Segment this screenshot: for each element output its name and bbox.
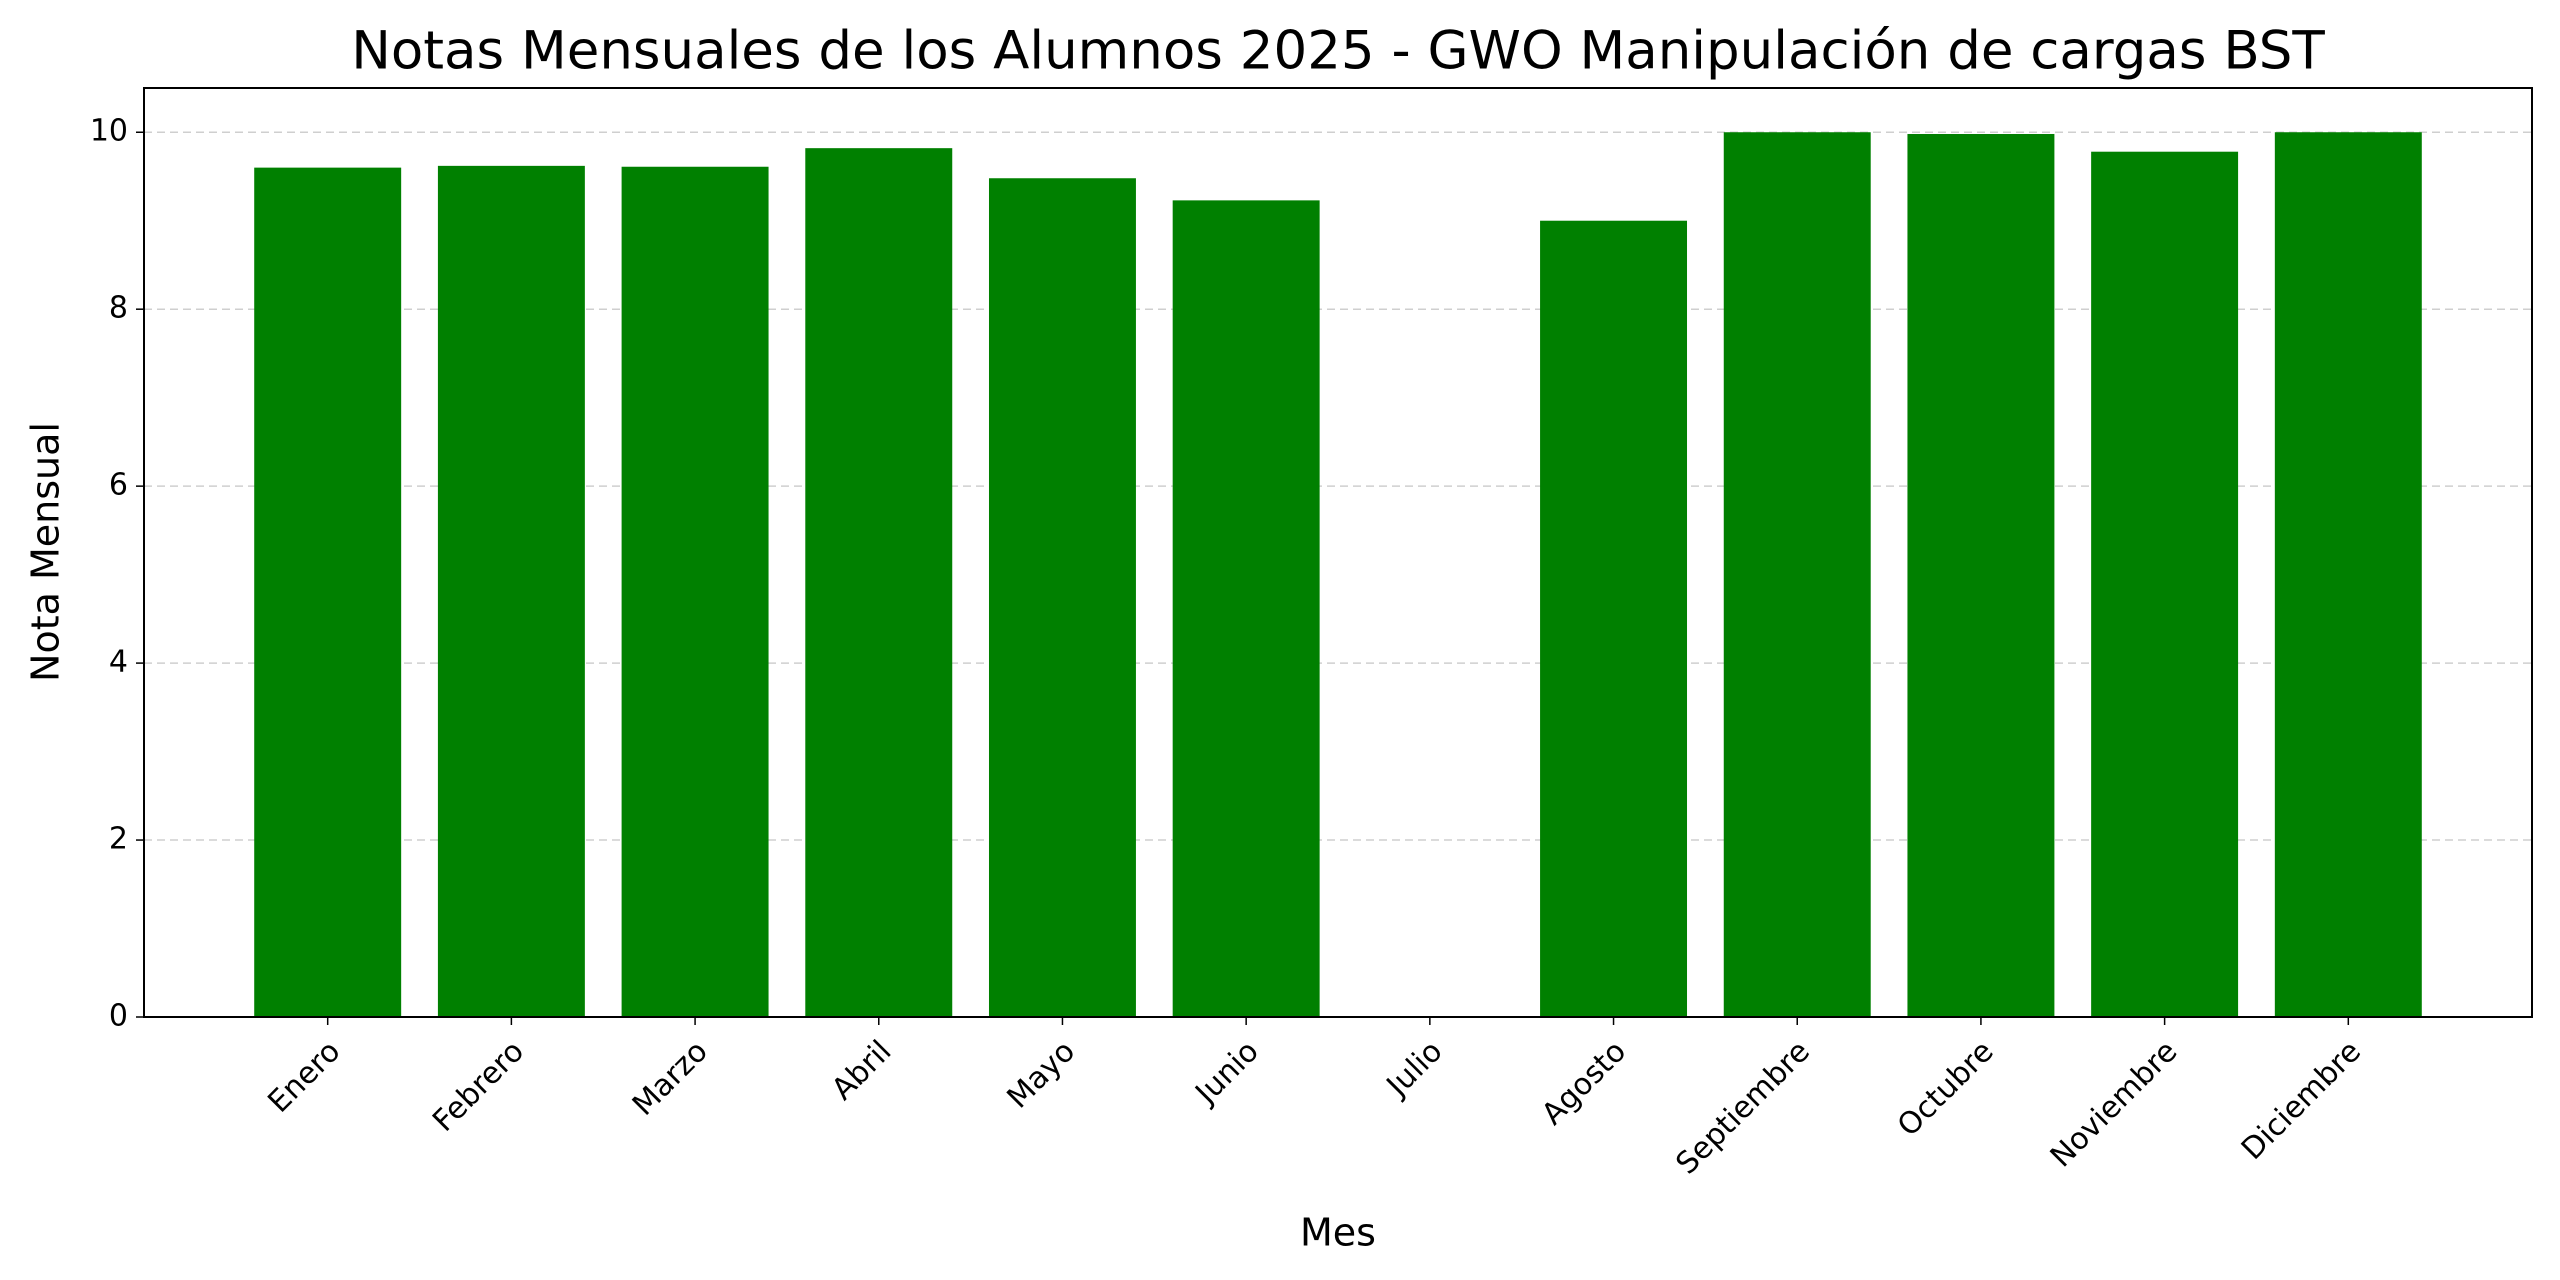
y-tick-label: 2 [109, 822, 128, 857]
bar [621, 166, 769, 1018]
bar [2091, 151, 2239, 1017]
y-tick-label: 4 [109, 645, 128, 680]
x-tick-label: Octubre [1891, 1034, 2001, 1144]
bar [2274, 132, 2422, 1017]
chart-title: Notas Mensuales de los Alumnos 2025 - GW… [351, 21, 2325, 82]
y-tick-label: 6 [109, 468, 128, 503]
x-tick-label: Mayo [1001, 1034, 1083, 1116]
bar [1540, 220, 1688, 1017]
bar [437, 165, 585, 1017]
x-tick-label: Enero [261, 1034, 347, 1120]
bar [988, 178, 1136, 1017]
x-tick-label: Junio [1188, 1034, 1266, 1112]
y-tick-label: 0 [109, 999, 128, 1034]
y-tick-label: 8 [109, 291, 128, 326]
bar [254, 167, 402, 1018]
x-tick-label: Julio [1379, 1034, 1450, 1105]
x-tick-label: Marzo [626, 1034, 715, 1123]
plot-frame [143, 87, 2533, 1018]
y-axis-label: Nota Mensual [24, 422, 68, 682]
x-tick-label: Febrero [426, 1034, 531, 1139]
bar [1172, 200, 1320, 1018]
bar [1723, 132, 1871, 1017]
x-tick-label: Agosto [1535, 1034, 1633, 1132]
x-axis-label: Mes [1300, 1211, 1376, 1255]
x-tick-label: Diciembre [2235, 1034, 2368, 1167]
x-tick-label: Septiembre [1669, 1034, 1816, 1181]
y-tick-label: 10 [90, 114, 128, 149]
bar [1907, 134, 2055, 1017]
bar [805, 148, 953, 1017]
x-tick-label: Abril [825, 1034, 898, 1107]
x-tick-label: Noviembre [2044, 1034, 2185, 1175]
